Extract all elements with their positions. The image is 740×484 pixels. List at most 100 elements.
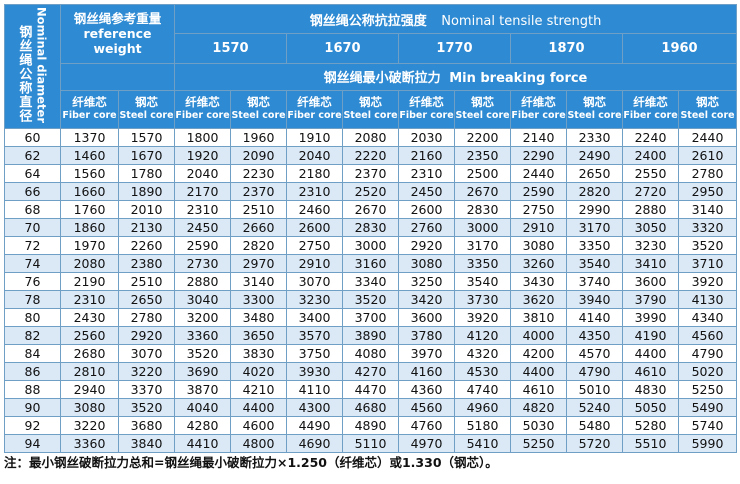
- value-cell: 2940: [60, 380, 119, 400]
- value-cell: 2750: [510, 200, 568, 220]
- value-cell: 4490: [286, 416, 344, 436]
- fiber-core-header: 纤维芯 Fiber core: [398, 89, 456, 130]
- value-cell: 2090: [230, 146, 288, 166]
- value-cell: 2490: [566, 146, 624, 166]
- steel-core-cn: 钢芯: [471, 95, 495, 110]
- value-cell: 3070: [117, 344, 176, 364]
- value-cell: 3600: [622, 272, 680, 292]
- value-cell: 3400: [286, 308, 344, 328]
- value-cell: 2820: [566, 182, 624, 202]
- value-cell: 2670: [454, 182, 512, 202]
- value-cell: 3420: [398, 290, 456, 310]
- value-cell: 2370: [230, 182, 288, 202]
- value-cell: 3520: [678, 236, 738, 256]
- rope-table-container: 钢丝绳公称直径 Nominal diameter 钢丝绳参考重量 referen…: [4, 3, 738, 454]
- table-row: 74 2080 2380 2730 2970 2910 3160 3080 3350 3260 35…: [4, 254, 738, 274]
- value-cell: 2040: [286, 146, 344, 166]
- value-cell: 4680: [342, 398, 400, 418]
- value-cell: 4280: [174, 416, 232, 436]
- value-cell: 3170: [566, 218, 624, 238]
- value-cell: 2760: [398, 218, 456, 238]
- value-cell: 4830: [622, 380, 680, 400]
- value-cell: 2140: [510, 128, 568, 148]
- value-cell: 1890: [117, 182, 176, 202]
- value-cell: 2510: [230, 200, 288, 220]
- value-cell: 2910: [510, 218, 568, 238]
- value-cell: 2990: [566, 200, 624, 220]
- steel-core-header: 钢芯 Steel core: [678, 89, 738, 130]
- steel-core-header: 钢芯 Steel core: [342, 89, 400, 130]
- value-cell: 5480: [566, 416, 624, 436]
- value-cell: 3070: [286, 272, 344, 292]
- value-cell: 2450: [398, 182, 456, 202]
- value-cell: 3230: [286, 290, 344, 310]
- value-cell: 1560: [60, 164, 119, 184]
- table-row: 62 1460 1670 1920 2090 2040 2220 2160 2350 2290 24…: [4, 146, 738, 166]
- value-cell: 4800: [230, 434, 288, 454]
- value-cell: 3680: [117, 416, 176, 436]
- value-cell: 3350: [566, 236, 624, 256]
- nominal-diameter-en: Nominal diameter: [34, 7, 49, 124]
- value-cell: 3000: [342, 236, 400, 256]
- value-cell: 2290: [510, 146, 568, 166]
- table-row: 80 2430 2780 3200 3480 3400 3700 3600 3920 3810 41…: [4, 308, 738, 328]
- value-cell: 3250: [398, 272, 456, 292]
- value-cell: 1460: [60, 146, 119, 166]
- nominal-diameter-cn: 钢丝绳公称直径: [16, 25, 32, 124]
- grade-1870: 1870: [510, 33, 624, 64]
- diameter-cell: 74: [4, 254, 61, 274]
- value-cell: 4190: [622, 326, 680, 346]
- value-cell: 3370: [117, 380, 176, 400]
- value-cell: 1860: [60, 218, 119, 238]
- fiber-core-en: Fiber core: [62, 110, 117, 122]
- value-cell: 4530: [454, 362, 512, 382]
- value-cell: 5180: [454, 416, 512, 436]
- grade-1960: 1960: [622, 33, 738, 64]
- value-cell: 3200: [174, 308, 232, 328]
- value-cell: 4400: [510, 362, 568, 382]
- ref-weight-spacer: [59, 62, 176, 91]
- value-cell: 4120: [454, 326, 512, 346]
- value-cell: 2660: [230, 218, 288, 238]
- value-cell: 3710: [678, 254, 738, 274]
- value-cell: 2560: [60, 326, 119, 346]
- value-cell: 2310: [174, 200, 232, 220]
- diameter-cell: 92: [4, 416, 61, 436]
- value-cell: 4130: [678, 290, 738, 310]
- value-cell: 5510: [622, 434, 680, 454]
- value-cell: 2350: [454, 146, 512, 166]
- value-cell: 2920: [398, 236, 456, 256]
- diameter-cell: 78: [4, 290, 61, 310]
- value-cell: 3520: [117, 398, 176, 418]
- diameter-cell: 72: [4, 236, 61, 256]
- min-breaking-force-en: Min breaking force: [449, 71, 588, 87]
- grade-1770: 1770: [398, 33, 512, 64]
- value-cell: 3170: [454, 236, 512, 256]
- value-cell: 2950: [678, 182, 738, 202]
- value-cell: 2720: [622, 182, 680, 202]
- value-cell: 2970: [230, 254, 288, 274]
- value-cell: 3300: [230, 290, 288, 310]
- value-cell: 4470: [342, 380, 400, 400]
- value-cell: 3230: [622, 236, 680, 256]
- value-cell: 4610: [622, 362, 680, 382]
- value-cell: 3600: [398, 308, 456, 328]
- fiber-core-header: 纤维芯 Fiber core: [60, 89, 119, 130]
- value-cell: 2030: [398, 128, 456, 148]
- value-cell: 2750: [286, 236, 344, 256]
- fiber-core-header: 纤维芯 Fiber core: [174, 89, 232, 130]
- value-cell: 2550: [622, 164, 680, 184]
- value-cell: 3690: [174, 362, 232, 382]
- value-cell: 2830: [342, 218, 400, 238]
- value-cell: 4820: [510, 398, 568, 418]
- value-cell: 4410: [174, 434, 232, 454]
- value-cell: 2180: [286, 164, 344, 184]
- value-cell: 2440: [678, 128, 738, 148]
- value-cell: 3160: [342, 254, 400, 274]
- value-cell: 5250: [678, 380, 738, 400]
- value-cell: 1570: [117, 128, 176, 148]
- value-cell: 3350: [454, 254, 512, 274]
- value-cell: 4740: [454, 380, 512, 400]
- value-cell: 4300: [286, 398, 344, 418]
- value-cell: 2600: [286, 218, 344, 238]
